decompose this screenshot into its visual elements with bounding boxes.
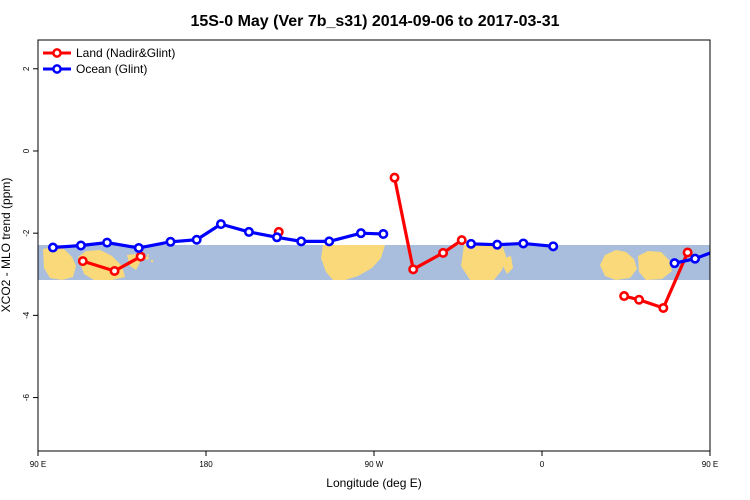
land-data-point <box>135 251 146 262</box>
ocean-data-point <box>191 234 202 245</box>
y-axis-title: XCO2 - MLO trend (ppm) <box>0 178 13 313</box>
y-tick-label: -2 <box>22 229 31 237</box>
ocean-data-point <box>378 228 389 239</box>
land-data-point <box>682 247 693 258</box>
ocean-data-point <box>690 253 701 264</box>
ocean-data-point <box>271 232 282 243</box>
ocean-data-point <box>133 242 144 253</box>
ocean-data-point <box>243 226 254 237</box>
ocean-data-point <box>47 242 58 253</box>
ocean-data-point <box>75 240 86 251</box>
land-data-point <box>438 247 449 258</box>
series-layer <box>47 172 728 313</box>
ocean-data-point <box>721 244 728 251</box>
ocean-data-point <box>669 258 680 269</box>
y-tick-label: -6 <box>22 393 31 401</box>
land-masses <box>43 245 683 280</box>
ocean-data-point <box>492 239 503 250</box>
y-tick-label: -4 <box>22 311 31 319</box>
land-australia-east-2 <box>638 251 672 280</box>
x-tick-label: 90 E <box>702 460 718 469</box>
y-axis: 2 0 -2 -4 -6 <box>22 66 38 401</box>
land-data-point <box>658 302 669 313</box>
land-australia-west-2 <box>600 250 637 280</box>
ocean-data-point <box>466 238 477 249</box>
land-madagascar <box>503 256 513 274</box>
land-africa <box>461 245 506 280</box>
ocean-data-point <box>355 228 366 239</box>
x-axis: 90 E 180 90 W 0 90 E <box>30 451 718 469</box>
legend-ocean-marker <box>52 64 62 74</box>
land-data-point <box>619 291 630 302</box>
chart-title: 15S-0 May (Ver 7b_s31) 2014-09-06 to 201… <box>190 13 559 30</box>
land-series-line <box>392 177 463 271</box>
ocean-data-point <box>324 236 335 247</box>
y-tick-label: 0 <box>22 148 31 153</box>
legend-land-marker <box>52 48 62 58</box>
ocean-data-point <box>518 238 529 249</box>
ocean-data-point <box>165 236 176 247</box>
land-australia-west <box>43 247 76 280</box>
y-tick-label: 2 <box>22 66 31 71</box>
legend-ocean-label: Ocean (Glint) <box>76 62 147 76</box>
ocean-data-point <box>548 241 559 252</box>
x-tick-label: 90 W <box>365 460 384 469</box>
land-islet-2 <box>150 259 154 263</box>
land-data-point <box>77 256 88 267</box>
legend: Land (Nadir&Glint) Ocean (Glint) <box>43 46 175 76</box>
ocean-data-point <box>215 219 226 230</box>
land-data-point <box>634 294 645 305</box>
land-islet-1 <box>145 256 149 260</box>
land-series-line <box>623 251 690 310</box>
legend-land-label: Land (Nadir&Glint) <box>76 46 175 60</box>
ocean-series-line <box>471 241 554 248</box>
ocean-data-point <box>296 236 307 247</box>
land-islet-3 <box>147 254 149 256</box>
ocean-data-point <box>102 237 113 248</box>
land-data-point <box>109 265 120 276</box>
land-data-point <box>456 235 467 246</box>
x-tick-label: 0 <box>540 460 545 469</box>
land-data-point <box>408 264 419 275</box>
x-tick-label: 90 E <box>30 460 46 469</box>
land-data-point <box>389 172 400 183</box>
x-tick-label: 180 <box>199 460 213 469</box>
x-axis-title: Longitude (deg E) <box>326 476 421 490</box>
land-south-america <box>321 245 385 280</box>
